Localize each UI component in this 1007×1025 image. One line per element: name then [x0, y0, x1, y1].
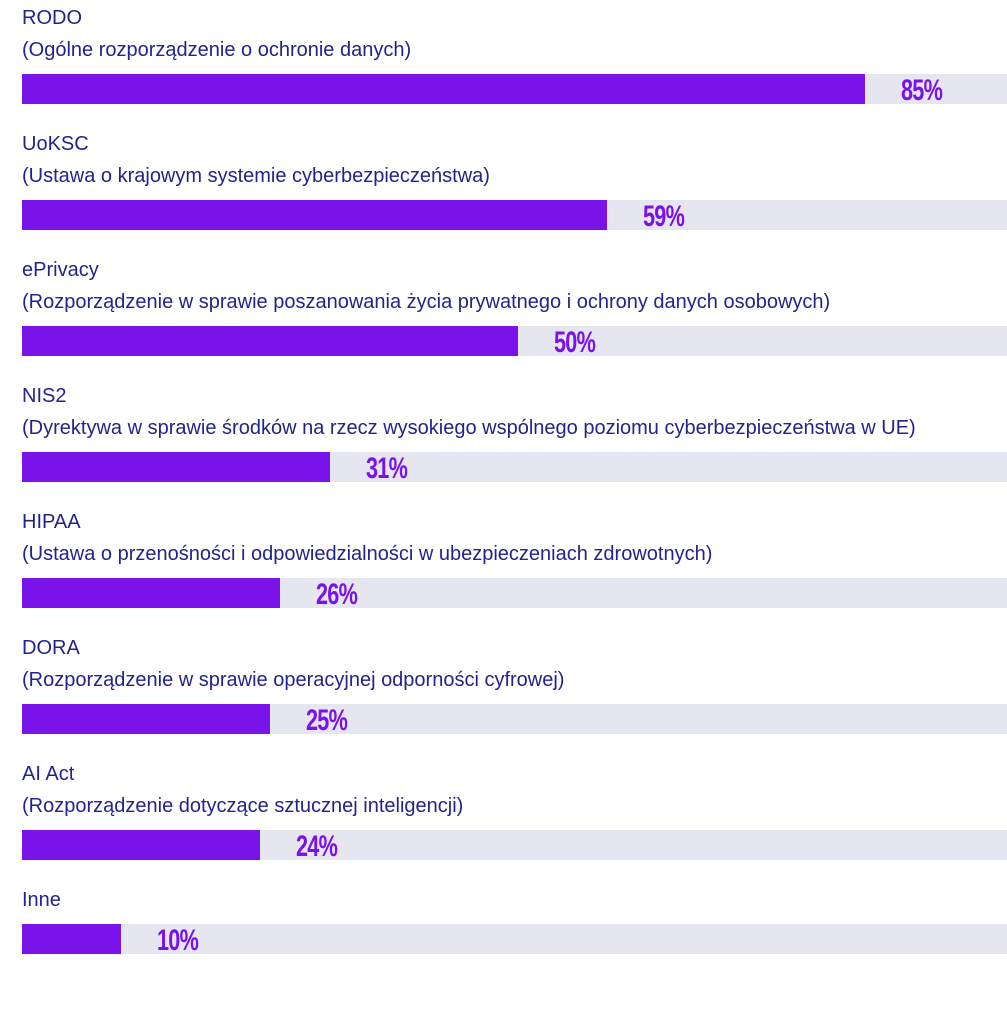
bar-row: HIPAA (Ustawa o przenośności i odpowiedzi…: [0, 506, 1007, 611]
bar-row: RODO (Ogólne rozporządzenie o ochronie da…: [0, 2, 1007, 107]
bar-row: AI Act (Rozporządzenie dotyczące sztuczne…: [0, 758, 1007, 863]
value-label: 50%: [554, 326, 596, 359]
category-name: HIPAA: [22, 511, 81, 533]
value-label: 85%: [901, 74, 943, 107]
bar-track: 10%: [22, 924, 1007, 957]
bar-row: UoKSC (Ustawa o krajowym systemie cyberbe…: [0, 128, 1007, 233]
category-name: ePrivacy: [22, 259, 99, 281]
bar-track: 59%: [22, 200, 1007, 233]
bar-row: NIS2 (Dyrektywa w sprawie środków na rzec…: [0, 380, 1007, 485]
value-label: 25%: [306, 704, 348, 737]
bar-track: 24%: [22, 830, 1007, 863]
bar-row: DORA (Rozporządzenie w sprawie operacyjne…: [0, 632, 1007, 737]
category-description: (Rozporządzenie dotyczące sztucznej inte…: [22, 795, 464, 817]
bar-row: Inne 10%: [0, 884, 1007, 957]
category-name: DORA: [22, 637, 80, 659]
category-name: NIS2: [22, 385, 67, 407]
bar-row: ePrivacy (Rozporządzenie w sprawie poszan…: [0, 254, 1007, 359]
value-label: 24%: [296, 830, 338, 863]
category-description: (Ogólne rozporządzenie o ochronie danych…: [22, 39, 412, 61]
bar: [22, 74, 866, 104]
bar: [22, 924, 122, 954]
bar: [22, 326, 518, 356]
category-name: UoKSC: [22, 133, 89, 155]
value-label: 26%: [315, 578, 358, 611]
category-name: Inne: [22, 889, 61, 911]
value-label: 31%: [365, 452, 408, 485]
bar-track: 26%: [22, 578, 1007, 611]
category-description: (Rozporządzenie w sprawie operacyjnej od…: [22, 669, 565, 691]
category-description: (Ustawa o krajowym systemie cyberbezpiec…: [22, 165, 490, 187]
category-description: (Dyrektywa w sprawie środków na rzecz wy…: [22, 417, 916, 439]
bar-track: 50%: [22, 326, 1007, 359]
category-description: (Ustawa o przenośności i odpowiedzialnoś…: [22, 543, 713, 565]
bar-track: 25%: [22, 704, 1007, 737]
value-label: 10%: [157, 924, 199, 957]
bar: [22, 830, 261, 860]
bar-track: 85%: [22, 74, 1007, 107]
bar-track: 31%: [22, 452, 1007, 485]
bar: [22, 578, 280, 608]
bar: [22, 452, 330, 482]
bar: [22, 704, 270, 734]
category-description: (Rozporządzenie w sprawie poszanowania ż…: [22, 291, 831, 313]
category-name: AI Act: [22, 763, 75, 785]
value-label: 59%: [643, 200, 685, 233]
category-name: RODO: [22, 7, 82, 29]
bar: [22, 200, 608, 230]
